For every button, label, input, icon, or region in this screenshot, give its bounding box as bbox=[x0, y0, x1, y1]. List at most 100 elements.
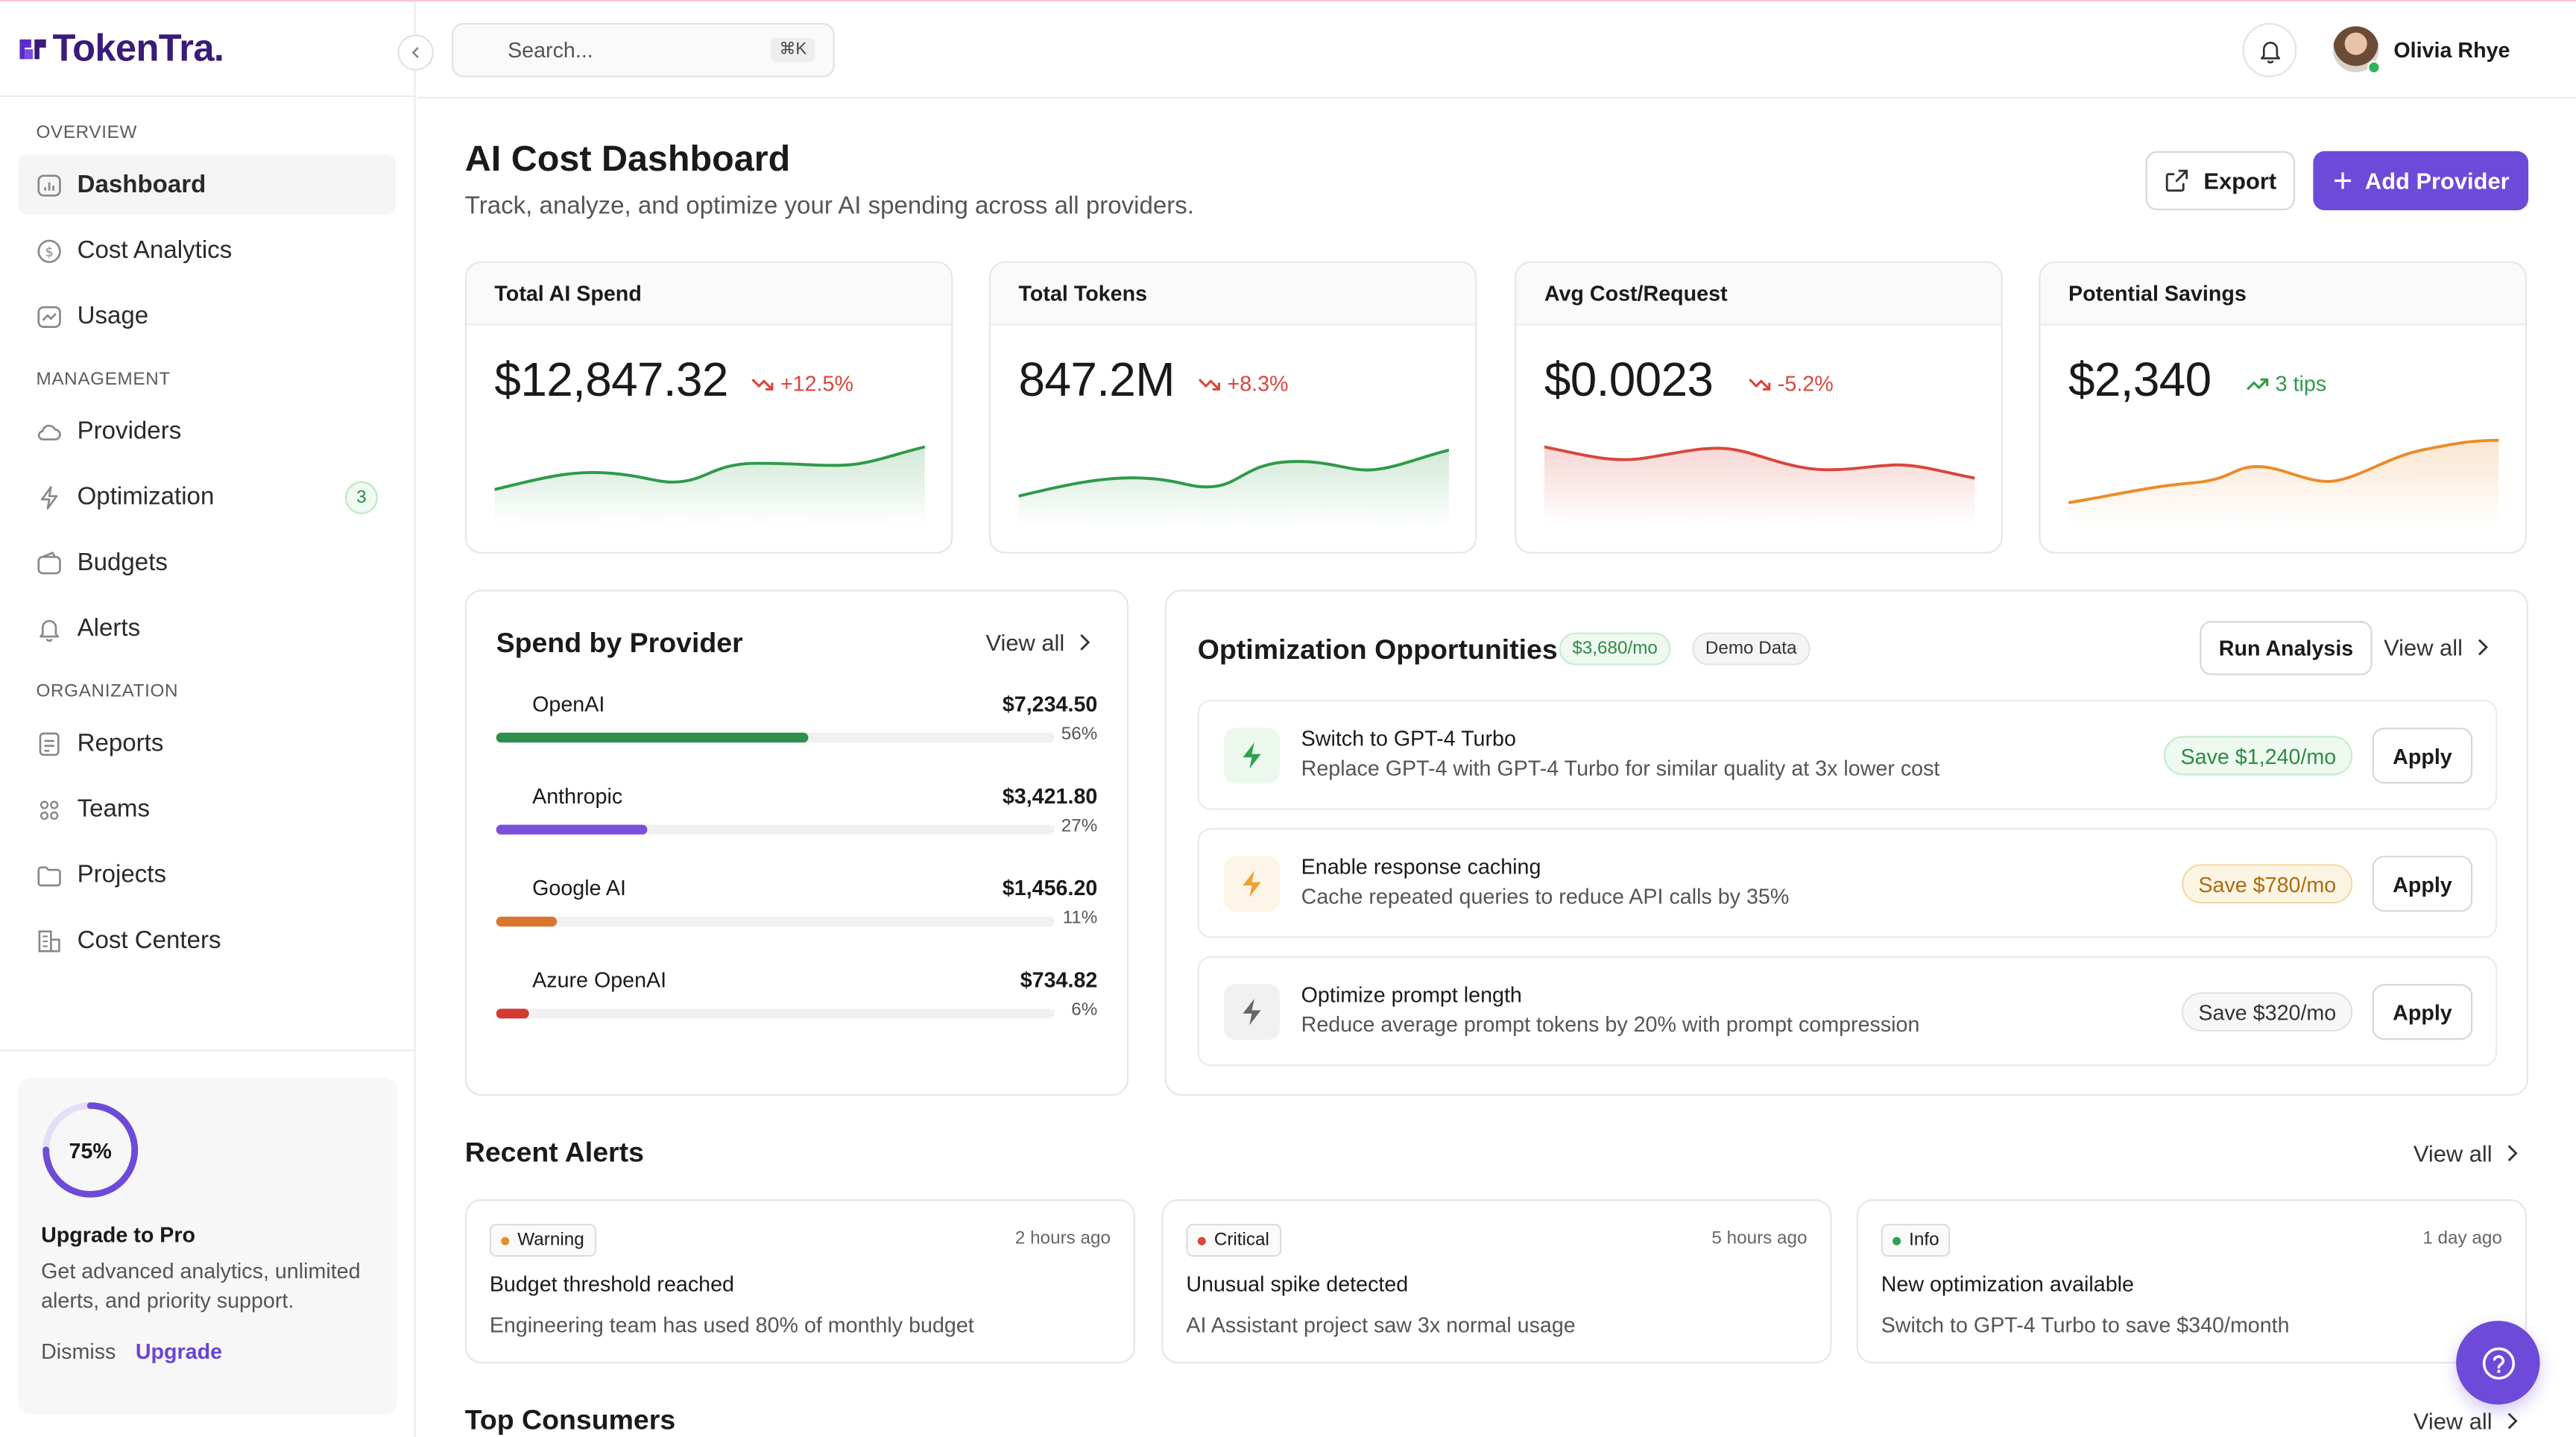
stat-card-total-spend[interactable]: Total AI Spend $12,847.32 +12.5% bbox=[464, 261, 953, 554]
stat-card-total-tokens[interactable]: Total Tokens 847.2M +8.3% bbox=[988, 261, 1477, 554]
run-analysis-label: Run Analysis bbox=[2218, 635, 2354, 661]
help-icon bbox=[2481, 1346, 2514, 1379]
stat-change-label: -5.2% bbox=[1777, 371, 1834, 397]
stat-card-potential-savings[interactable]: Potential Savings $2,340 3 tips bbox=[2039, 261, 2527, 554]
provider-bar-fill bbox=[496, 733, 809, 743]
alert-title: New optimization available bbox=[1881, 1271, 2134, 1297]
sidebar-item-teams[interactable]: Teams bbox=[18, 779, 396, 840]
alert-title: Budget threshold reached bbox=[489, 1271, 734, 1297]
search-input[interactable]: Search... ⌘K bbox=[452, 22, 835, 78]
sidebar-item-providers[interactable]: Providers bbox=[18, 401, 396, 462]
sidebar-item-projects[interactable]: Projects bbox=[18, 844, 396, 906]
brand-name: TokenTra. bbox=[52, 26, 224, 69]
brand-logo[interactable]: TokenTra. bbox=[0, 1, 414, 98]
sidebar-item-cost-analytics[interactable]: $ Cost Analytics bbox=[18, 220, 396, 281]
nav-section-management: MANAGEMENT bbox=[36, 369, 171, 390]
provider-percent: 56% bbox=[1061, 724, 1098, 745]
sidebar-item-usage[interactable]: Usage bbox=[18, 286, 396, 347]
alert-level-label: Warning bbox=[517, 1230, 584, 1251]
optimization-item-description: Replace GPT-4 with GPT-4 Turbo for simil… bbox=[1301, 755, 1940, 780]
trend-down-icon bbox=[751, 377, 774, 390]
provider-bar-track bbox=[496, 824, 1055, 835]
optimization-card: Optimization Opportunities $3,680/mo Dem… bbox=[1164, 590, 2529, 1096]
plus-icon bbox=[2334, 172, 2351, 189]
sidebar-item-budgets[interactable]: Budgets bbox=[18, 532, 396, 593]
chevron-right-icon bbox=[2507, 1145, 2518, 1162]
demo-data-badge: Demo Data bbox=[1692, 632, 1811, 666]
sidebar-item-dashboard[interactable]: Dashboard bbox=[18, 154, 397, 215]
dismiss-link[interactable]: Dismiss bbox=[41, 1339, 116, 1364]
alert-time: 5 hours ago bbox=[1711, 1228, 1808, 1249]
sidebar-item-label: Projects bbox=[77, 860, 167, 889]
apply-button[interactable]: Apply bbox=[2372, 727, 2473, 784]
apply-button[interactable]: Apply bbox=[2372, 856, 2473, 912]
notifications-button[interactable] bbox=[2242, 22, 2297, 78]
savings-tag: Save $780/mo bbox=[2182, 864, 2353, 904]
cloud-icon bbox=[36, 418, 62, 444]
sidebar-item-alerts[interactable]: Alerts bbox=[18, 598, 396, 659]
sidebar-item-label: Cost Centers bbox=[77, 926, 221, 955]
upgrade-progress-ring: 75% bbox=[41, 1101, 139, 1199]
building-icon bbox=[36, 927, 62, 953]
sidebar-item-label: Teams bbox=[77, 795, 150, 824]
optimization-item-title: Optimize prompt length bbox=[1301, 982, 1522, 1008]
provider-amount: $3,421.80 bbox=[1002, 783, 1098, 809]
savings-tag: Save $1,240/mo bbox=[2164, 736, 2353, 776]
alert-time: 1 day ago bbox=[2422, 1228, 2502, 1249]
bolt-icon bbox=[1224, 727, 1280, 784]
help-button[interactable] bbox=[2456, 1321, 2540, 1405]
upgrade-link[interactable]: Upgrade bbox=[135, 1339, 223, 1364]
chevron-left-icon bbox=[411, 46, 419, 59]
stat-card-avg-cost[interactable]: Avg Cost/Request $0.0023 -5.2% bbox=[1515, 261, 2003, 554]
optimization-item[interactable]: Switch to GPT-4 Turbo Replace GPT-4 with… bbox=[1197, 699, 2498, 810]
stat-label: Total Tokens bbox=[991, 262, 1476, 326]
alerts-view-all-link[interactable]: View all bbox=[2414, 1140, 2519, 1166]
optimization-view-all-link[interactable]: View all bbox=[2384, 634, 2489, 660]
alert-card[interactable]: Critical 5 hours ago Unusual spike detec… bbox=[1161, 1198, 1832, 1364]
optimization-item[interactable]: Optimize prompt length Reduce average pr… bbox=[1197, 956, 2498, 1067]
upgrade-description: Get advanced analytics, unlimited alerts… bbox=[41, 1258, 361, 1313]
optimization-item[interactable]: Enable response caching Cache repeated q… bbox=[1197, 827, 2498, 938]
apply-button[interactable]: Apply bbox=[2372, 984, 2473, 1040]
spend-by-provider-title: Spend by Provider bbox=[496, 627, 743, 659]
user-menu[interactable]: Olivia Rhye bbox=[2332, 26, 2510, 75]
export-button[interactable]: Export bbox=[2145, 151, 2296, 211]
provider-bar-track bbox=[496, 1008, 1055, 1019]
sidebar-item-label: Dashboard bbox=[77, 171, 206, 199]
search-placeholder: Search... bbox=[508, 37, 593, 63]
chevron-right-icon bbox=[2478, 639, 2488, 656]
provider-amount: $1,456.20 bbox=[1002, 875, 1098, 900]
stat-value: $2,340 bbox=[2068, 355, 2212, 408]
external-link-icon bbox=[2166, 169, 2188, 192]
alert-level-badge: Warning bbox=[489, 1224, 596, 1257]
sparkline-chart bbox=[2068, 438, 2499, 526]
alert-level-label: Info bbox=[1909, 1230, 1939, 1251]
stat-change-label: 3 tips bbox=[2275, 371, 2327, 397]
provider-name: Google AI bbox=[532, 875, 627, 900]
alert-card[interactable]: Info 1 day ago New optimization availabl… bbox=[1856, 1198, 2527, 1364]
alert-card[interactable]: Warning 2 hours ago Budget threshold rea… bbox=[464, 1198, 1136, 1364]
bolt-icon bbox=[1224, 856, 1280, 912]
status-dot bbox=[501, 1236, 510, 1245]
collapse-sidebar-button[interactable] bbox=[397, 34, 434, 71]
consumers-view-all-link[interactable]: View all bbox=[2414, 1408, 2519, 1434]
provider-amount: $734.82 bbox=[1020, 967, 1098, 993]
provider-view-all-link[interactable]: View all bbox=[985, 629, 1090, 655]
dashboard-icon bbox=[36, 171, 62, 198]
savings-tag: Save $320/mo bbox=[2182, 992, 2353, 1032]
view-all-label: View all bbox=[2384, 634, 2463, 661]
search-shortcut: ⌘K bbox=[771, 37, 815, 63]
stat-change: 3 tips bbox=[2246, 371, 2326, 396]
sidebar-item-optimization[interactable]: Optimization 3 bbox=[18, 467, 396, 528]
sidebar-item-reports[interactable]: Reports bbox=[18, 713, 396, 774]
run-analysis-button[interactable]: Run Analysis bbox=[2200, 621, 2373, 675]
alert-level-badge: Critical bbox=[1186, 1224, 1281, 1257]
add-provider-button[interactable]: Add Provider bbox=[2313, 151, 2529, 211]
topbar: Search... ⌘K Olivia Rhye bbox=[417, 1, 2576, 99]
sparkline-chart bbox=[1018, 448, 1450, 526]
sidebar-item-cost-centers[interactable]: Cost Centers bbox=[18, 910, 396, 971]
apply-label: Apply bbox=[2393, 999, 2452, 1025]
optimization-title: Optimization Opportunities bbox=[1197, 634, 1558, 666]
alert-description: AI Assistant project saw 3x normal usage bbox=[1186, 1313, 1576, 1338]
savings-badge: $3,680/mo bbox=[1559, 632, 1671, 666]
